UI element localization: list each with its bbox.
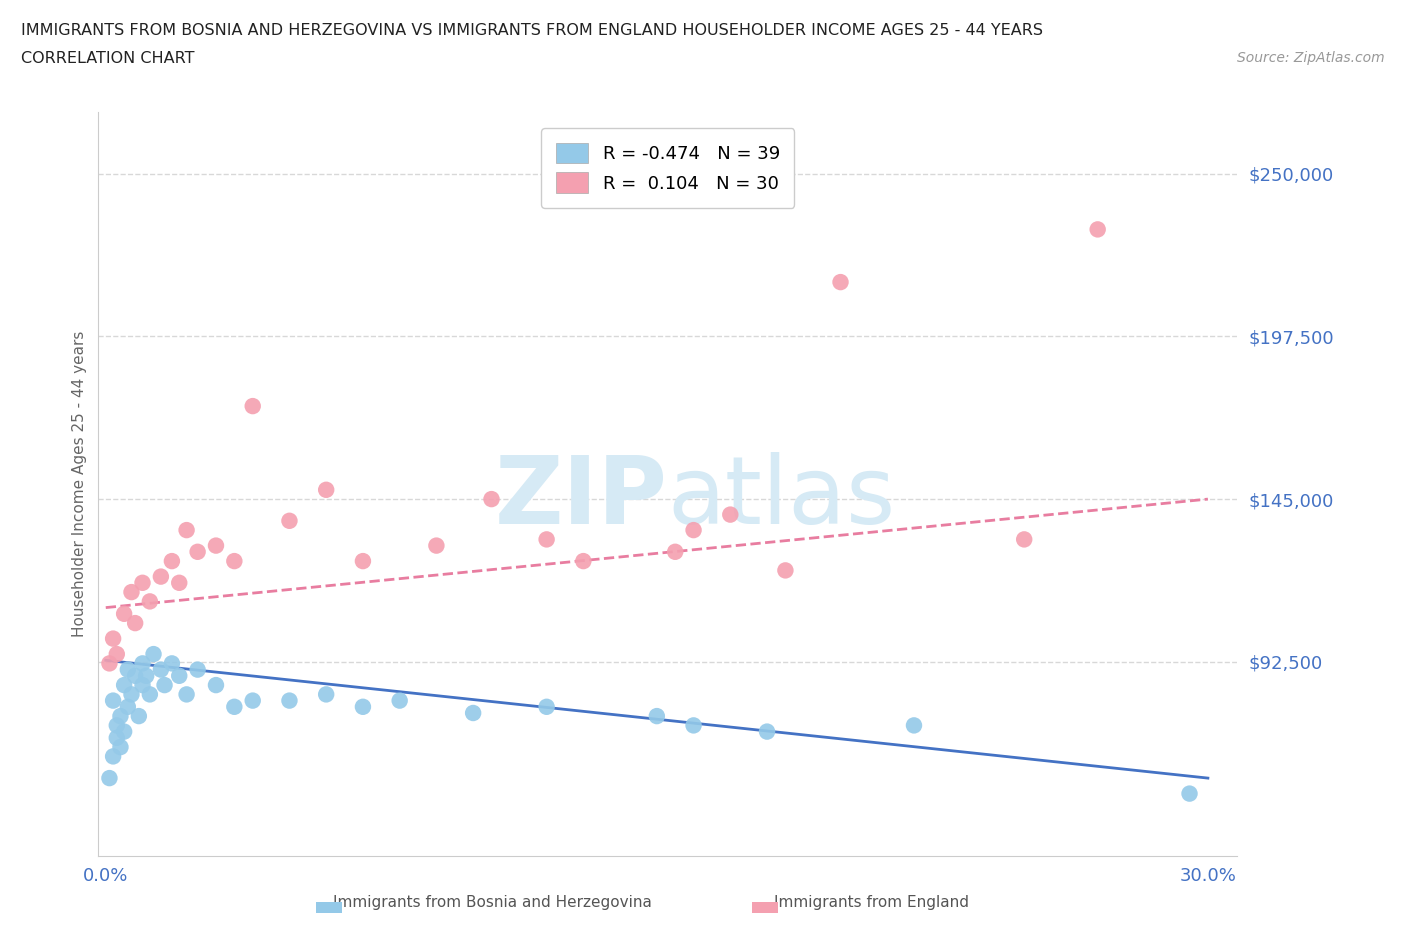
Point [242, 399, 264, 414]
Text: atlas: atlas [668, 453, 896, 544]
Point [105, 730, 128, 745]
Point [112, 724, 135, 739]
Point [112, 678, 135, 693]
Point [352, 699, 374, 714]
Point [425, 538, 447, 553]
Point [101, 749, 124, 764]
Point [110, 709, 132, 724]
Point [205, 678, 228, 693]
Point [830, 274, 852, 289]
Text: Immigrants from England: Immigrants from England [775, 895, 969, 910]
Point [160, 553, 183, 568]
Point [101, 631, 124, 646]
Point [536, 699, 558, 714]
Point [124, 616, 146, 631]
Point [242, 693, 264, 708]
Point [149, 569, 172, 584]
Point [112, 606, 135, 621]
Point [775, 563, 797, 578]
Point [98, 771, 121, 786]
Point [167, 669, 190, 684]
Point [315, 687, 337, 702]
Point [1012, 532, 1035, 547]
Point [278, 513, 301, 528]
Point [105, 718, 128, 733]
Point [315, 483, 337, 498]
Text: Immigrants from Bosnia and Herzegovina: Immigrants from Bosnia and Herzegovina [333, 895, 651, 910]
Point [98, 656, 121, 671]
Point [117, 699, 139, 714]
Point [153, 678, 176, 693]
Point [167, 576, 190, 591]
Text: Source: ZipAtlas.com: Source: ZipAtlas.com [1237, 51, 1385, 65]
Point [160, 656, 183, 671]
Point [388, 693, 411, 708]
Point [1087, 222, 1109, 237]
Text: IMMIGRANTS FROM BOSNIA AND HERZEGOVINA VS IMMIGRANTS FROM ENGLAND HOUSEHOLDER IN: IMMIGRANTS FROM BOSNIA AND HERZEGOVINA V… [21, 23, 1043, 38]
Point [142, 646, 165, 661]
Text: ZIP: ZIP [495, 453, 668, 544]
Point [187, 544, 209, 559]
Point [105, 646, 128, 661]
Point [1178, 786, 1201, 801]
Point [121, 687, 143, 702]
Point [682, 523, 704, 538]
Point [664, 544, 686, 559]
Point [278, 693, 301, 708]
Text: CORRELATION CHART: CORRELATION CHART [21, 51, 194, 66]
Point [187, 662, 209, 677]
Point [572, 553, 595, 568]
Point [131, 576, 153, 591]
Point [128, 709, 150, 724]
Point [536, 532, 558, 547]
Point [645, 709, 668, 724]
Point [101, 693, 124, 708]
Point [903, 718, 925, 733]
Point [224, 699, 246, 714]
Point [176, 687, 198, 702]
Point [718, 507, 741, 522]
Point [121, 585, 143, 600]
Point [149, 662, 172, 677]
Point [756, 724, 779, 739]
Point [139, 594, 162, 609]
Point [176, 523, 198, 538]
Y-axis label: Householder Income Ages 25 - 44 years: Householder Income Ages 25 - 44 years [72, 330, 87, 637]
Legend: R = -0.474   N = 39, R =  0.104   N = 30: R = -0.474 N = 39, R = 0.104 N = 30 [541, 128, 794, 207]
Point [682, 718, 704, 733]
Point [135, 669, 157, 684]
Point [131, 656, 153, 671]
Point [124, 669, 146, 684]
Point [131, 678, 153, 693]
Point [205, 538, 228, 553]
Point [224, 553, 246, 568]
Point [110, 739, 132, 754]
Point [481, 492, 503, 507]
Point [463, 706, 485, 721]
Point [352, 553, 374, 568]
Point [139, 687, 162, 702]
Point [117, 662, 139, 677]
